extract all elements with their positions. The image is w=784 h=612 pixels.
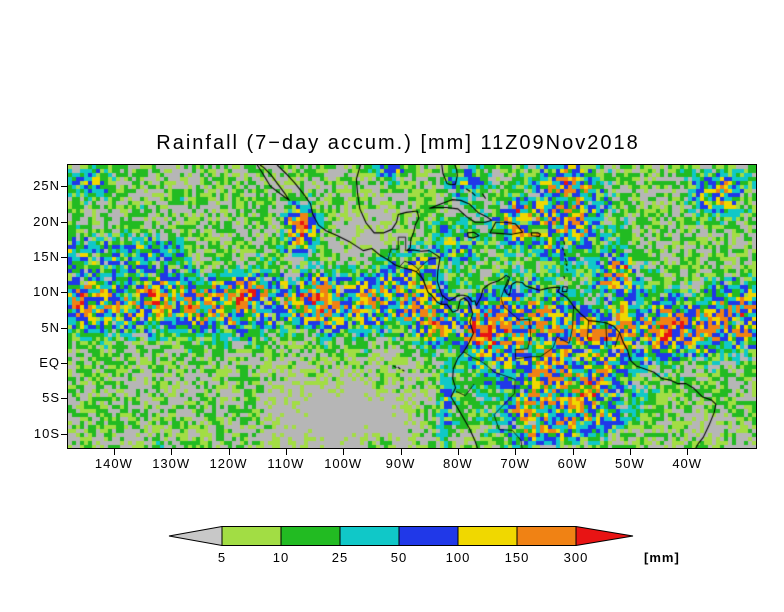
colorbar-cell [516, 526, 577, 546]
lon-tick-label: 100W [324, 456, 363, 471]
colorbar-tick-label: 25 [331, 550, 349, 565]
colorbar-cell [221, 526, 282, 546]
lon-tick-label: 130W [152, 456, 191, 471]
lon-tick-mark [687, 449, 689, 455]
lat-tick-mark [61, 292, 67, 294]
lon-tick-mark [285, 449, 287, 455]
lon-tick-label: 80W [442, 456, 473, 471]
lat-tick-label: 10N [33, 284, 60, 300]
colorbar-scale [168, 525, 634, 547]
colorbar-tick-label: 10 [272, 550, 290, 565]
lat-tick-label: 5N [41, 319, 60, 335]
lon-tick-mark [228, 449, 230, 455]
lon-tick-label: 40W [672, 456, 703, 471]
lat-tick-mark [61, 327, 67, 329]
lat-tick-label: 20N [33, 213, 60, 229]
rainfall-raster-canvas [68, 165, 756, 448]
lat-tick-label: EQ [39, 355, 60, 371]
colorbar-cell [280, 526, 341, 546]
lon-tick-mark [572, 449, 574, 455]
lon-tick-mark [171, 449, 173, 455]
lat-tick-mark [61, 256, 67, 258]
lon-tick-label: 90W [385, 456, 416, 471]
lat-tick-mark [61, 433, 67, 435]
colorbar-cell [457, 526, 518, 546]
lat-tick-mark [61, 363, 67, 365]
lon-tick-mark [343, 449, 345, 455]
colorbar-cell [398, 526, 459, 546]
lon-tick-label: 70W [500, 456, 531, 471]
lat-tick-label: 5S [42, 390, 60, 406]
lat-tick-mark [61, 398, 67, 400]
lon-tick-mark [515, 449, 517, 455]
lon-tick-label: 60W [557, 456, 588, 471]
lat-tick-label: 10S [33, 425, 60, 441]
lon-tick-mark [457, 449, 459, 455]
lon-tick-label: 120W [209, 456, 248, 471]
lon-tick-label: 50W [614, 456, 645, 471]
lon-tick-mark [629, 449, 631, 455]
lon-tick-label: 110W [267, 456, 305, 471]
chart-title: Rainfall (7−day accum.) [mm] 11Z09Nov201… [156, 132, 640, 154]
map-plot-area [67, 164, 757, 449]
colorbar: 5 10 25 50 100 150 300 [168, 525, 634, 565]
colorbar-tick-label: 5 [217, 550, 227, 565]
lon-tick-label: 140W [94, 456, 133, 471]
colorbar-right-arrow [575, 525, 634, 547]
lon-tick-mark [400, 449, 402, 455]
colorbar-cell [339, 526, 400, 546]
colorbar-tick-label: 100 [445, 550, 471, 565]
colorbar-left-arrow [168, 525, 223, 547]
colorbar-unit-label: [mm] [644, 550, 680, 565]
colorbar-tick-label: 300 [563, 550, 589, 565]
colorbar-tick-label: 150 [504, 550, 530, 565]
lat-tick-label: 15N [33, 248, 60, 264]
lat-tick-label: 25N [33, 178, 60, 194]
lon-tick-mark [113, 449, 115, 455]
lat-tick-mark [61, 186, 67, 188]
lat-tick-mark [61, 221, 67, 223]
colorbar-tick-label: 50 [390, 550, 408, 565]
